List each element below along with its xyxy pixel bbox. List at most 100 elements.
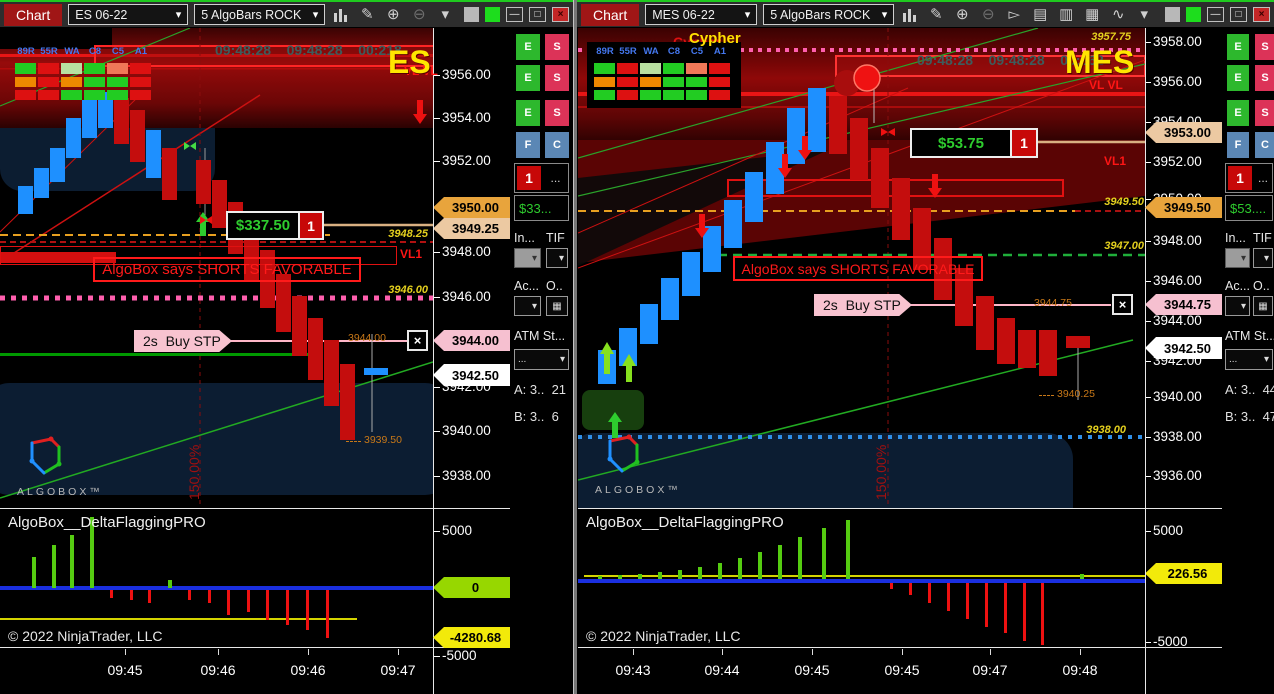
data-box-icon[interactable]: ▤ xyxy=(1033,5,1048,23)
minimize-button[interactable]: — xyxy=(506,7,523,22)
level-label: 3949.50 xyxy=(1104,196,1144,208)
atm-strategy-dropdown[interactable]: ... ▾ xyxy=(1225,349,1273,370)
series-select[interactable]: 5 AlgoBars ROCK ▾ xyxy=(763,4,895,25)
vl-levels-label: VL VL xyxy=(1089,78,1123,92)
flatten-button[interactable]: F xyxy=(516,132,540,158)
cypher-label: Cypher xyxy=(689,30,741,47)
chart-tab[interactable]: Chart xyxy=(581,3,640,26)
quantity-value[interactable]: 1 xyxy=(1228,166,1252,190)
swing-low-label: 3940.25 xyxy=(1057,388,1095,400)
entry-long-button[interactable]: E xyxy=(1227,34,1249,60)
entry-long-button[interactable]: E xyxy=(516,100,540,126)
flatten-button[interactable]: F xyxy=(1227,132,1249,158)
draw-pencil-icon[interactable]: ✎ xyxy=(360,5,374,23)
cursor-icon[interactable]: ▻ xyxy=(1008,5,1020,23)
order-calculator-button[interactable]: ▦ xyxy=(1253,296,1273,316)
tif-dropdown[interactable]: ▾ xyxy=(1253,248,1273,268)
time-tick xyxy=(633,649,634,655)
zoom-out-icon[interactable]: ⊖ xyxy=(412,5,426,23)
order-calculator-button[interactable]: ▦ xyxy=(546,296,568,316)
ask-row: A: 3.. 21 xyxy=(514,382,567,397)
instrument-dropdown[interactable]: ▾ xyxy=(1225,248,1250,268)
quantity-box[interactable]: 1 ... xyxy=(1225,163,1273,193)
minimize-button[interactable]: — xyxy=(1207,7,1224,22)
buy-stop-order-tag[interactable]: 2s Buy STP xyxy=(134,330,232,352)
entry-short-button[interactable]: S xyxy=(1255,34,1274,60)
trade-panel-icon[interactable]: ▥ xyxy=(1059,5,1074,23)
indicator-axis-tick: 5000 xyxy=(433,523,473,538)
cancel-all-button[interactable]: C xyxy=(545,132,569,158)
quantity-box[interactable]: 1 ... xyxy=(514,163,569,193)
close-button[interactable]: × xyxy=(552,7,569,22)
time-label: 09:46 xyxy=(290,662,326,678)
buy-stop-order-tag[interactable]: 2s Buy STP xyxy=(814,294,912,316)
axis-tick: 3936.00 xyxy=(1145,468,1202,483)
instrument-dropdown[interactable]: ▾ xyxy=(514,248,541,268)
polyline-tool-icon[interactable]: ∿ xyxy=(1111,5,1125,23)
window-divider[interactable] xyxy=(573,0,577,694)
fib-extension-label: 150.00% xyxy=(186,444,202,500)
active-color-swatch[interactable] xyxy=(1186,7,1201,22)
time-label: 09:47 xyxy=(972,662,1008,678)
chart-tab[interactable]: Chart xyxy=(4,3,63,26)
instrument-select[interactable]: ES 06-22 ▾ xyxy=(68,4,189,25)
order-column-label: O.. xyxy=(546,279,563,293)
toolbar-more-icon[interactable]: ▾ xyxy=(1140,5,1148,23)
tif-dropdown[interactable]: ▾ xyxy=(546,248,568,268)
cancel-order-icon[interactable]: × xyxy=(407,330,428,351)
delta-value-badge: -4280.68 xyxy=(433,627,510,648)
calculator-icon: ▦ xyxy=(1258,300,1268,312)
ask-row: A: 3.. 44 xyxy=(1225,382,1274,397)
algobox-logo-icon xyxy=(607,434,640,473)
toolbar-more-icon[interactable]: ▾ xyxy=(441,5,449,23)
series-select[interactable]: 5 AlgoBars ROCK ▾ xyxy=(194,4,326,25)
zoom-in-icon[interactable]: ⊕ xyxy=(955,5,969,23)
level-label: 3948.25 xyxy=(388,228,428,240)
bid-row: B: 3.. 47 xyxy=(1225,409,1274,424)
quantity-more[interactable]: ... xyxy=(1257,171,1268,185)
atm-strategy-dropdown[interactable]: ... ▾ xyxy=(514,349,569,370)
zoom-in-icon[interactable]: ⊕ xyxy=(386,5,400,23)
chevron-down-icon: ▾ xyxy=(531,300,537,312)
cancel-order-icon[interactable]: × xyxy=(1112,294,1133,315)
maximize-button[interactable]: □ xyxy=(1230,7,1247,22)
maximize-button[interactable]: □ xyxy=(529,7,546,22)
draw-pencil-icon[interactable]: ✎ xyxy=(929,5,943,23)
axis-tick: 3946.00 xyxy=(434,289,491,304)
chevron-down-icon: ▾ xyxy=(175,9,182,21)
indicator-grid-icon[interactable]: ▦ xyxy=(1085,5,1100,23)
close-button[interactable]: × xyxy=(1253,7,1270,22)
account-dropdown[interactable]: ▾ xyxy=(1225,296,1250,316)
level-badge: 3950.00 xyxy=(433,197,510,218)
chevron-down-icon: ▾ xyxy=(531,252,537,264)
entry-price-badge: 3949.25 xyxy=(433,218,510,239)
entry-long-button[interactable]: E xyxy=(1227,100,1249,126)
pnl-amount: $337.50 xyxy=(235,217,291,234)
time-label: 09:44 xyxy=(704,662,740,678)
bar-chart-icon[interactable] xyxy=(331,6,351,23)
bar-chart-icon[interactable] xyxy=(900,6,920,23)
entry-long-button[interactable]: E xyxy=(516,34,540,60)
active-color-swatch[interactable] xyxy=(485,7,500,22)
entry-short-button[interactable]: S xyxy=(1255,65,1274,91)
quantity-more[interactable]: ... xyxy=(550,171,561,185)
time-tick xyxy=(722,649,723,655)
zoom-out-icon[interactable]: ⊖ xyxy=(981,5,995,23)
entry-short-button[interactable]: S xyxy=(545,34,569,60)
panel-divider xyxy=(578,508,1222,509)
cancel-all-button[interactable]: C xyxy=(1255,132,1274,158)
instrument-select[interactable]: MES 06-22 ▾ xyxy=(645,4,758,25)
entry-long-button[interactable]: E xyxy=(516,65,540,91)
account-dropdown[interactable]: ▾ xyxy=(514,296,541,316)
entry-long-button[interactable]: E xyxy=(1227,65,1249,91)
chevron-down-icon: ▾ xyxy=(1240,252,1246,264)
entry-short-button[interactable]: S xyxy=(545,100,569,126)
atm-strategy-label: ATM St... xyxy=(1225,329,1274,343)
entry-short-button[interactable]: S xyxy=(1255,100,1274,126)
flat-color-swatch[interactable] xyxy=(1165,7,1180,22)
entry-short-button[interactable]: S xyxy=(545,65,569,91)
bid-row: B: 3.. 6 xyxy=(514,409,559,424)
flat-color-swatch[interactable] xyxy=(464,7,479,22)
high-price-label: 3957.75 xyxy=(1091,31,1131,43)
quantity-value[interactable]: 1 xyxy=(517,166,541,190)
